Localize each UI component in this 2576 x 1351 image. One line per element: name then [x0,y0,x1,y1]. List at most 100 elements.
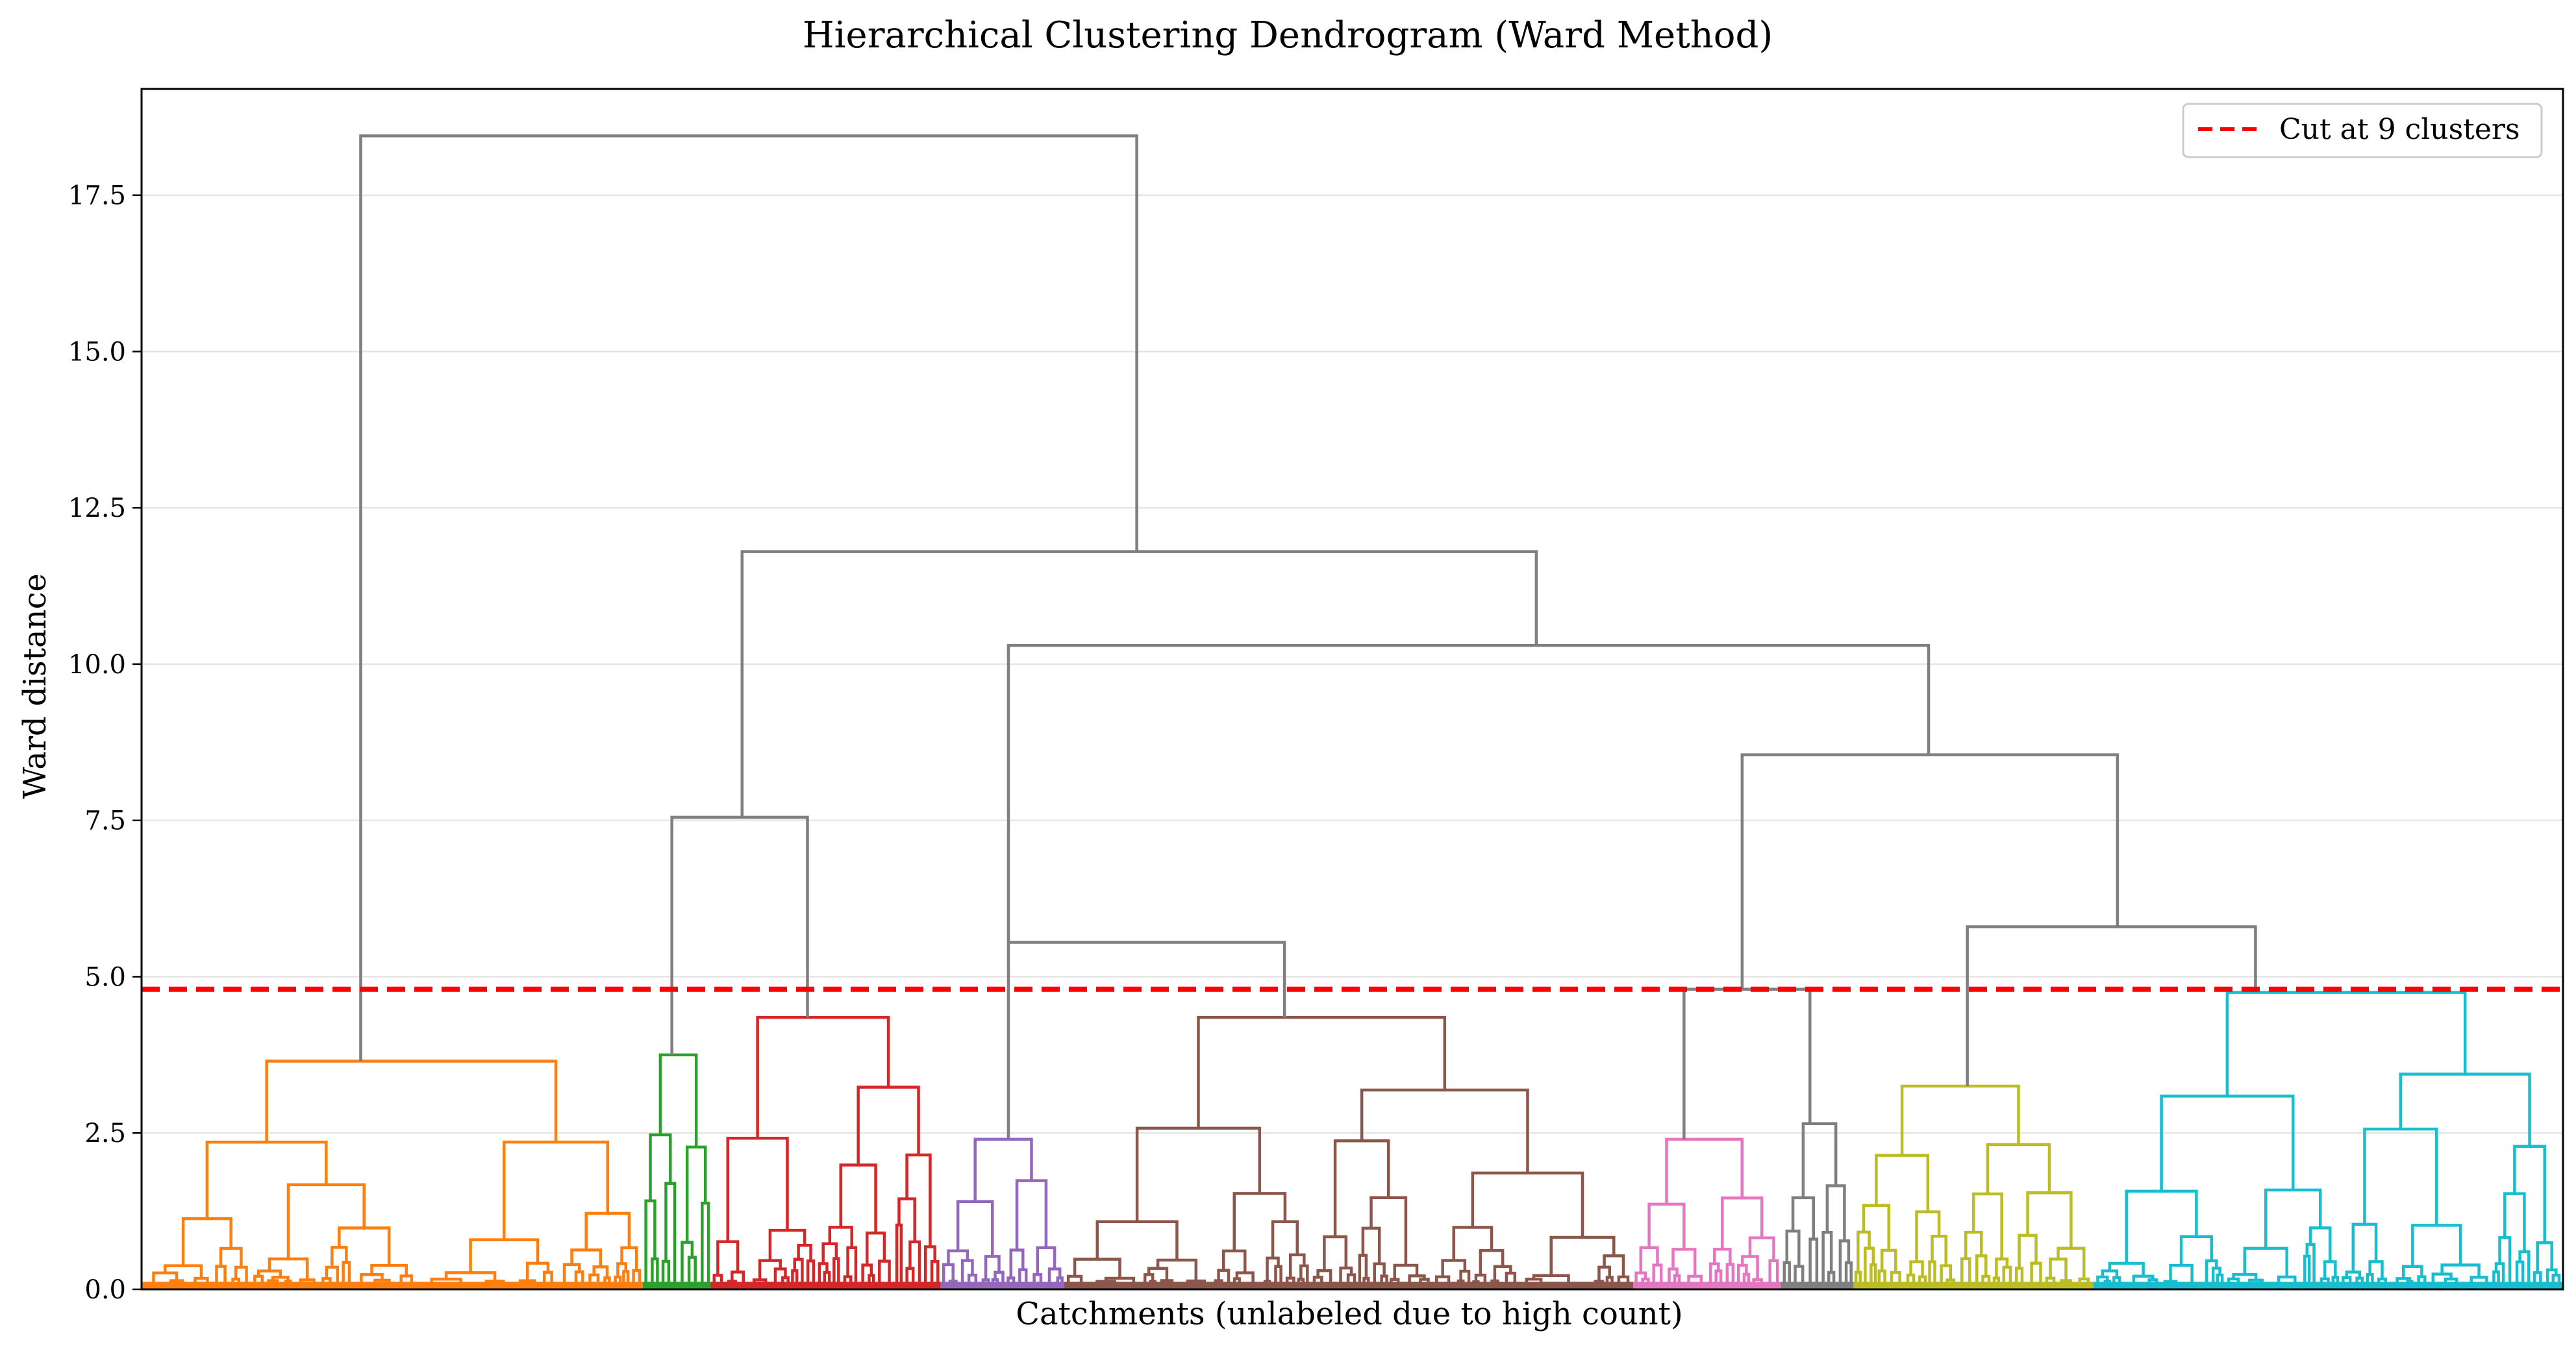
dendrogram-link [271,1276,290,1282]
dendrogram-link [2308,1226,2332,1262]
y-tick-label: 12.5 [68,493,126,523]
dendrogram-link [1877,1269,1886,1289]
dendrogram-link [2049,1258,2068,1281]
merge-link [740,550,1538,817]
y-tick-label: 17.5 [68,181,126,211]
x-axis-label: Catchments (unlabeled due to high count) [1016,1296,1682,1332]
cluster-top-link [1801,1122,1838,1198]
dendrogram-link [2513,1145,2546,1243]
dendrogram-link [1713,1248,1732,1265]
dendrogram-link [908,1240,921,1289]
dendrogram-link [1266,1256,1280,1282]
dendrogram-link [685,1145,707,1243]
cluster-leaves [710,1282,941,1289]
dendrogram-link [1452,1226,1494,1261]
cluster-leaves [1064,1282,1634,1289]
merge-link [1740,753,2120,989]
merge-link [1682,987,1812,1139]
y-tick-label: 5.0 [84,962,126,992]
dendrogram-link [878,1259,891,1289]
cluster-olive [1853,1084,2094,1289]
axes: 0.0 2.5 5.0 7.5 10.0 12.5 15.0 17.5 [68,88,2564,1305]
cluster-cyan [2093,991,2563,1289]
dendrogram-link [542,1270,553,1289]
legend: Cut at 9 clusters [2182,103,2543,158]
dendrogram-link [2515,1260,2525,1289]
dendrogram-link [664,1182,677,1289]
cluster-leaves [142,1282,643,1289]
dendrogram-link [338,1226,391,1266]
dendrogram-link [256,1269,282,1278]
dendrogram-link [687,1256,697,1289]
dendrogram-link [1047,1267,1062,1289]
merge-link [1007,643,1931,943]
cluster-brown [1064,1015,1634,1289]
dendrogram-link [1459,1269,1471,1289]
dendrogram-link [1844,1261,1853,1289]
cluster-top-link [973,1137,1033,1202]
dendrogram-link [1156,1258,1198,1282]
dendrogram-link [1493,1265,1512,1282]
dendrogram-link [1909,1260,1924,1277]
cluster-top-link [2225,991,2467,1097]
dendrogram-link [268,1257,309,1280]
cluster-top-link [1197,1015,1447,1128]
dendrogram-link [2399,1072,2531,1146]
dendrogram-link [2030,1261,2042,1289]
dendrogram-link [570,1248,603,1267]
dendrogram-link [1597,1265,1612,1282]
legend-cut-label: Cut at 9 clusters [2279,113,2520,146]
dendrogram-link [1725,1263,1735,1289]
dendrogram-link [1890,1270,1901,1289]
dendrogram-link [2002,1265,2012,1289]
dendrogram-link [1736,1263,1748,1289]
dendrogram-link [701,1202,710,1289]
cluster-top-link [658,1053,698,1147]
dendrogram-link [181,1217,232,1266]
cluster-leaves [2093,1282,2563,1289]
dendrogram-link [897,1197,916,1242]
dendrogram-link [861,1263,873,1289]
cluster-green [642,1053,711,1289]
y-tick-label: 7.5 [84,806,126,836]
dendrogram-link [846,1246,858,1289]
chart-title: Hierarchical Clustering Dendrogram (Ward… [803,14,1773,56]
dendrogram-link [797,1244,812,1261]
cluster-gray [1781,1122,1854,1289]
dendrogram-link [622,1270,630,1289]
dendrogram-link [1393,1263,1419,1280]
dendrogram-link [716,1240,740,1276]
dendrogram-link [823,1270,831,1289]
dendrogram-link [1479,1249,1505,1276]
dendrogram-tree [142,134,2563,1289]
cluster-red [710,1015,941,1289]
dendrogram-link [525,1261,550,1281]
dendrogram-link [1360,1088,1529,1173]
cluster-leaves [940,1282,1064,1289]
merge-link [1966,925,2257,1087]
cluster-top-link [1900,1084,2020,1156]
merge-link [670,815,809,1055]
dendrogram-link [930,1259,940,1289]
cluster-top-link [265,1060,558,1143]
dendrogram-link [1015,1179,1048,1250]
cluster-leaves [1633,1282,1781,1289]
plot-frame [140,88,2564,1291]
dendrogram-link [342,1261,351,1289]
y-tick-label: 10.0 [68,650,126,680]
grid-lines [142,194,2563,1134]
dendrogram-link [828,1226,853,1248]
dendrogram-link [942,1263,955,1289]
dendrogram-link [1358,1254,1368,1289]
cluster-leaves [1853,1282,2094,1289]
dendrogram-link [2431,1272,2453,1289]
y-tick-label: 15.0 [68,337,126,367]
y-axis-label: Ward distance [17,573,53,799]
cluster-leaves [1781,1282,1854,1289]
cluster-top-link [1665,1137,1744,1204]
dendrogram-link [1441,1259,1467,1277]
merge-link [1007,941,1286,1139]
dendrogram-link [924,1245,936,1289]
